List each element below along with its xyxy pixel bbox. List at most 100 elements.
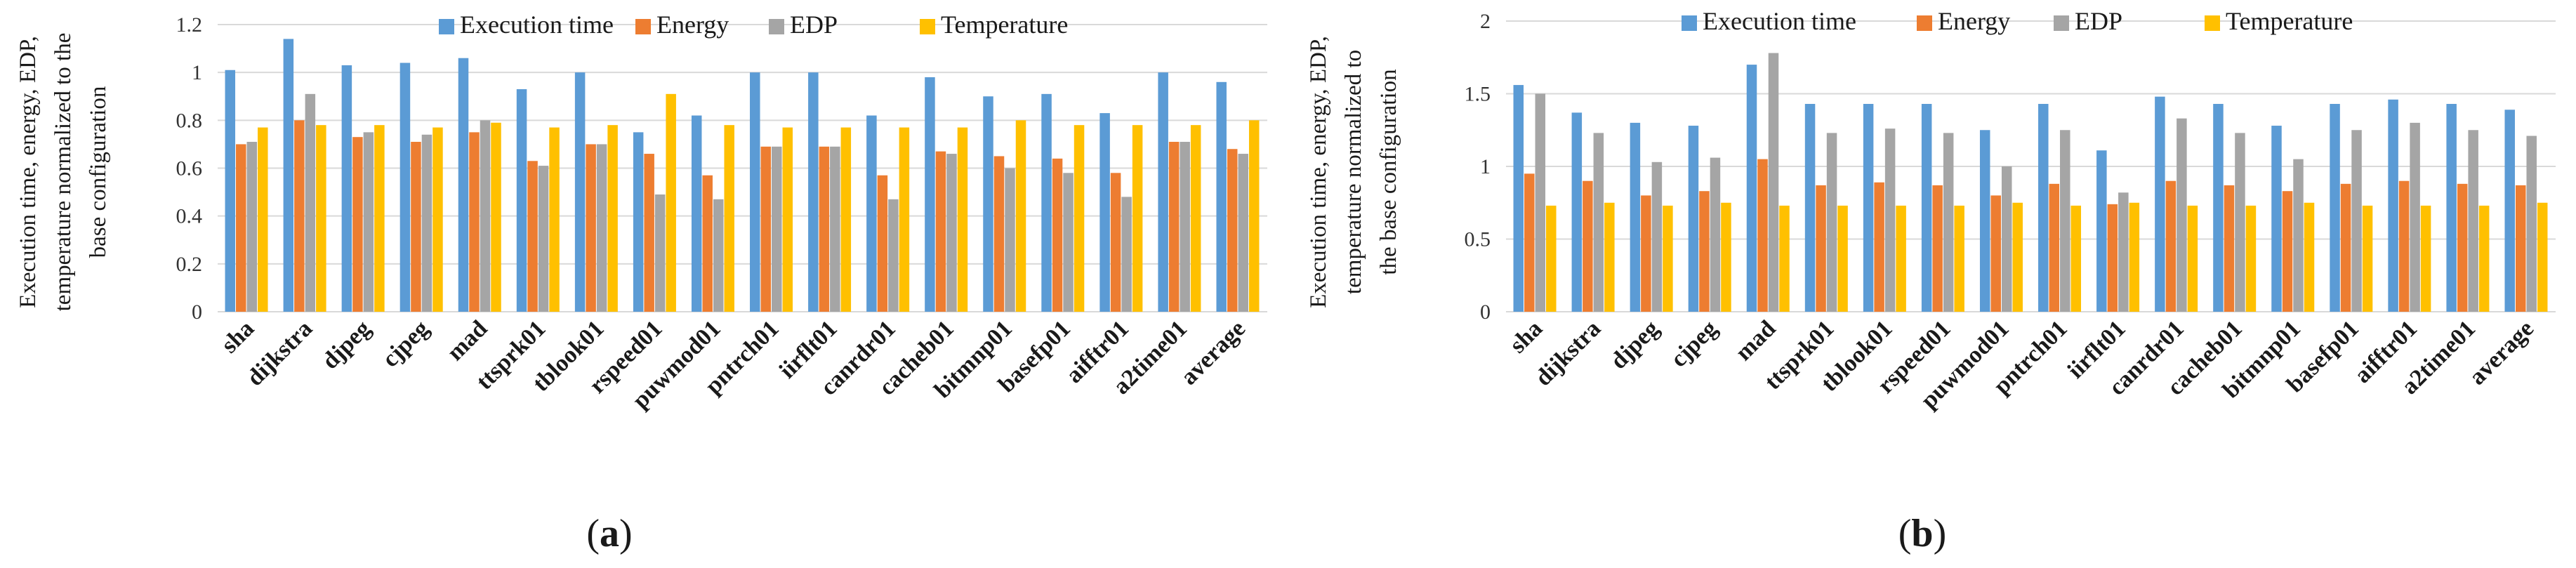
legend-swatch [920,19,935,34]
bar-temperature [549,127,560,312]
bar-temperature [491,122,501,312]
bar-energy [2165,180,2177,312]
legend-label: Temperature [2226,7,2353,35]
bar-temperature [2012,202,2023,312]
category-label: average [2464,315,2539,390]
bar-temperature [2420,205,2431,312]
bar-execution-time [516,89,527,312]
bar-execution-time [2446,103,2457,312]
bar-energy [2340,183,2351,312]
category-label: mad [442,315,493,366]
bar-temperature [374,125,385,312]
bar-energy [702,175,713,312]
bar-edp [830,146,840,312]
bar-temperature [1721,202,1731,312]
legend-swatch [2205,15,2220,31]
bar-energy [935,151,946,312]
bar-edp [1710,157,1721,312]
bar-execution-time [2330,103,2340,312]
bar-energy [1757,159,1768,312]
bar-execution-time [1099,113,1110,312]
bar-execution-time [1688,126,1699,312]
bar-temperature [1546,205,1557,312]
y-tick-label: 0 [192,300,202,324]
bar-temperature [1837,205,1848,312]
y-tick-label: 1 [1480,155,1491,178]
bar-energy [352,137,363,312]
category-label: cjpeg [1665,315,1722,372]
bar-execution-time [2096,150,2107,312]
bar-execution-time [750,72,760,312]
bar-edp [1005,168,1015,312]
y-tick-label: 1.2 [176,13,203,37]
y-axis-label: base configuration [86,86,111,258]
bar-execution-time [1804,103,1816,312]
y-axis-label: temperature normalized to [1341,50,1366,294]
bar-edp [772,146,782,312]
bar-execution-time [1630,122,1641,312]
bar-execution-time [983,96,993,312]
bar-execution-time [399,62,411,312]
bar-execution-time [458,58,469,312]
bar-edp [305,93,316,312]
bar-edp [2001,166,2012,312]
category-label: dijkstra [242,315,318,391]
bar-edp [246,142,258,312]
bar-execution-time [1158,72,1168,312]
bar-execution-time [1863,103,1874,312]
bar-energy [2457,183,2468,312]
bar-energy [1699,191,1710,312]
category-label: djpeg [317,315,376,374]
bar-edp [1768,53,1779,312]
bar-temperature [258,127,268,312]
bar-energy [1052,158,1063,312]
bar-execution-time [283,39,294,312]
bar-edp [1651,161,1663,312]
bar-temperature [2245,205,2257,312]
y-tick-label: 2 [1480,10,1491,33]
bar-temperature [1074,125,1085,312]
category-label: djpeg [1606,315,1665,374]
category-label: mad [1731,315,1781,366]
y-tick-label: 0.8 [176,109,203,132]
legend-swatch [2054,15,2069,31]
bar-energy [294,120,305,312]
bar-execution-time [1216,81,1227,312]
bar-energy [760,146,772,312]
y-tick-label: 0.4 [176,205,203,228]
bar-execution-time [1513,85,1524,312]
bar-temperature [1954,205,1964,312]
bar-temperature [840,127,852,312]
bar-temperature [316,125,326,312]
bar-energy [2515,185,2526,312]
bar-execution-time [2271,126,2282,312]
y-axis-label: Execution time, energy, EDP, [15,36,41,308]
legend-swatch [769,19,784,34]
bar-edp [2118,192,2129,312]
y-tick-label: 1 [192,61,202,84]
legend-swatch [1917,15,1932,31]
bar-energy [1990,195,2001,312]
bar-edp [2410,122,2420,312]
bar-temperature [2070,205,2082,312]
bar-temperature [899,127,910,312]
bar-temperature [2478,205,2490,312]
bar-edp [1238,154,1248,312]
bar-execution-time [866,115,877,312]
bar-edp [888,199,899,312]
bar-edp [713,199,724,312]
bar-energy [1932,185,1943,312]
legend-label: EDP [2075,7,2122,35]
bar-edp [363,132,374,312]
legend-label: Execution time [1703,7,1856,35]
y-tick-label: 1.5 [1465,83,1491,106]
y-tick-label: 0.6 [176,157,203,180]
bar-execution-time [2155,96,2165,312]
bar-temperature [607,125,618,312]
legend-label: Energy [656,11,729,39]
bar-temperature [2537,202,2548,312]
bar-temperature [2362,205,2373,312]
bar-execution-time [925,77,935,312]
bar-energy [411,142,421,312]
